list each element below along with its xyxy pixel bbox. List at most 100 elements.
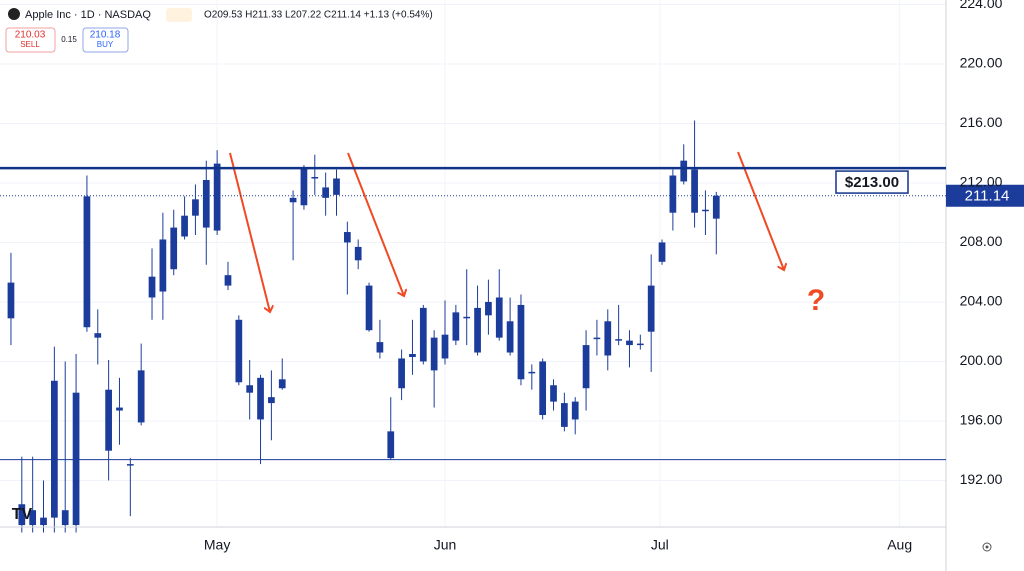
arrow <box>229 152 270 312</box>
candle-body <box>192 199 199 216</box>
candle-body <box>148 276 156 298</box>
candle <box>170 209 178 276</box>
candle <box>474 285 481 356</box>
candle-body <box>398 358 405 389</box>
header: Apple Inc · 1D · NASDAQ O209.53 H211.33 … <box>5 8 433 53</box>
candle-body <box>333 178 340 195</box>
candle <box>517 294 525 386</box>
candle <box>300 165 308 210</box>
candle <box>105 359 112 481</box>
candle <box>94 309 102 365</box>
candle-body <box>181 215 188 237</box>
candle-body <box>571 401 579 420</box>
candle-body <box>61 510 69 526</box>
candle-body <box>539 361 547 415</box>
candle-body <box>159 239 167 292</box>
sell-label: SELL <box>20 40 40 49</box>
candle <box>647 254 655 372</box>
plot <box>7 120 720 533</box>
candle <box>409 319 416 375</box>
candle <box>126 458 134 517</box>
candle <box>257 374 264 465</box>
candle-body <box>300 168 308 206</box>
candle-body <box>582 345 590 389</box>
candle-body <box>170 227 178 270</box>
candle-body <box>278 379 286 389</box>
candle-body <box>680 160 688 182</box>
candle <box>485 279 492 335</box>
candle <box>354 239 362 270</box>
candle-body <box>18 504 26 526</box>
candle <box>452 304 460 346</box>
symbol: Apple Inc · 1D · NASDAQ <box>25 9 151 21</box>
candle-body <box>419 307 427 362</box>
candle <box>116 377 123 445</box>
candle-body <box>441 334 449 359</box>
candle <box>18 456 26 533</box>
candle <box>83 175 91 332</box>
candle <box>419 304 427 365</box>
candle <box>615 304 622 346</box>
candle-body <box>126 464 134 466</box>
candle <box>636 334 644 350</box>
buy-button[interactable] <box>82 27 129 53</box>
candle <box>278 358 286 390</box>
candle-body <box>116 407 123 411</box>
y-tick-label: 208.00 <box>960 233 1003 249</box>
candle <box>495 269 503 341</box>
candle <box>658 239 666 265</box>
candle <box>626 330 633 368</box>
candle-body <box>702 209 709 212</box>
candle <box>712 191 720 255</box>
candle <box>137 343 145 426</box>
y-tick-label: 204.00 <box>960 293 1003 309</box>
logo: TV <box>12 506 33 523</box>
candle-body <box>365 285 373 331</box>
candle-body <box>528 371 536 374</box>
trend-arrows <box>229 151 784 312</box>
candle-body <box>322 187 330 198</box>
candle <box>593 319 601 356</box>
y-tick-label: 200.00 <box>960 352 1003 368</box>
candle <box>582 330 590 411</box>
x-tick-label: Jun <box>434 537 457 553</box>
candle-body <box>430 337 438 371</box>
sell-button[interactable] <box>5 27 56 53</box>
candle-body <box>51 380 58 518</box>
candle <box>224 261 232 291</box>
candle <box>506 297 514 356</box>
candle-body <box>83 196 91 328</box>
session-badge <box>166 8 192 22</box>
candle <box>669 169 677 231</box>
candle-body <box>485 301 492 316</box>
candle <box>528 364 536 390</box>
candle-body <box>105 389 112 451</box>
candle-body <box>463 316 471 319</box>
candle <box>333 169 340 216</box>
arrow <box>737 151 784 270</box>
resistance-label: $213.00 <box>845 174 899 191</box>
candle-body <box>224 275 232 286</box>
x-tick-label: Jul <box>651 537 669 553</box>
candle-body <box>289 197 297 203</box>
candle-body <box>40 517 47 526</box>
candle-body <box>72 392 80 526</box>
buy-label: BUY <box>97 40 114 49</box>
candle <box>51 346 58 533</box>
candle <box>604 309 612 371</box>
candle <box>72 354 80 533</box>
candle <box>213 150 221 236</box>
candle <box>463 269 471 346</box>
candle <box>691 120 698 228</box>
arrow <box>347 152 404 296</box>
resistance-box <box>835 170 909 194</box>
candle-body <box>474 307 481 353</box>
candle <box>148 248 156 320</box>
candle <box>235 315 243 386</box>
overlay: 211.14 $213.00 <box>0 166 1024 461</box>
grid <box>0 0 946 527</box>
candle <box>561 392 568 432</box>
candle-body <box>712 195 720 219</box>
settings-icon[interactable] <box>982 542 992 552</box>
